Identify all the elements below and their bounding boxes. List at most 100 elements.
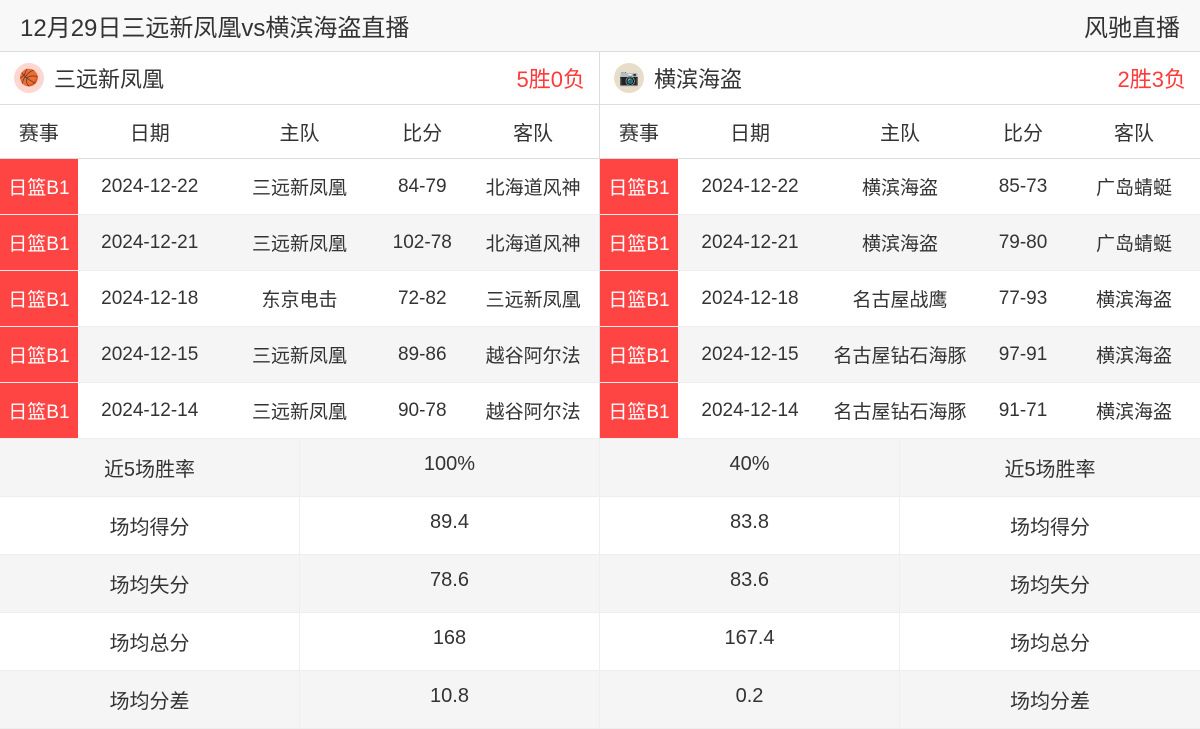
game-away: 广岛蜻蜓: [1068, 215, 1200, 270]
games-row: 日篮B12024-12-18东京电击72-82三远新凤凰日篮B12024-12-…: [0, 271, 1200, 327]
game-away: 北海道风神: [467, 159, 599, 214]
game-home: 名古屋钻石海豚: [822, 327, 978, 382]
game-home: 横滨海盗: [822, 215, 978, 270]
game-score: 77-93: [978, 271, 1068, 326]
game-home: 名古屋战鹰: [822, 271, 978, 326]
league-badge: 日篮B1: [600, 159, 678, 214]
col-league: 赛事: [0, 105, 78, 158]
league-badge: 日篮B1: [0, 383, 78, 438]
games-row: 日篮B12024-12-14三远新凤凰90-78越谷阿尔法日篮B12024-12…: [0, 383, 1200, 439]
game-score: 91-71: [978, 383, 1068, 438]
stats-row: 场均失分78.683.6场均失分: [0, 555, 1200, 613]
stat-value-right: 83.8: [600, 497, 900, 554]
page-title: 12月29日三远新凤凰vs横滨海盗直播: [20, 8, 409, 43]
game-home: 三远新凤凰: [222, 159, 378, 214]
col-score: 比分: [377, 105, 467, 158]
stat-label-right: 场均失分: [900, 555, 1200, 612]
stat-value-right: 167.4: [600, 613, 900, 670]
stat-value-right: 83.6: [600, 555, 900, 612]
game-date: 2024-12-21: [78, 215, 222, 270]
stats-row: 场均总分168167.4场均总分: [0, 613, 1200, 671]
stat-value-left: 100%: [300, 439, 600, 496]
game-set-right[interactable]: 日篮B12024-12-15名古屋钻石海豚97-91横滨海盗: [600, 327, 1200, 383]
game-date: 2024-12-21: [678, 215, 822, 270]
game-home: 三远新凤凰: [222, 327, 378, 382]
stat-label-left: 场均得分: [0, 497, 300, 554]
stats-table: 近5场胜率100%40%近5场胜率场均得分89.483.8场均得分场均失分78.…: [0, 439, 1200, 729]
columns-header: 赛事 日期 主队 比分 客队 赛事 日期 主队 比分 客队: [0, 105, 1200, 159]
game-date: 2024-12-15: [678, 327, 822, 382]
league-badge: 日篮B1: [0, 215, 78, 270]
game-score: 79-80: [978, 215, 1068, 270]
stat-value-left: 10.8: [300, 671, 600, 728]
game-away: 三远新凤凰: [467, 271, 599, 326]
team-right-record: 2胜3负: [1118, 62, 1186, 94]
stat-label-right: 场均总分: [900, 613, 1200, 670]
page-header: 12月29日三远新凤凰vs横滨海盗直播 风驰直播: [0, 0, 1200, 52]
game-set-right[interactable]: 日篮B12024-12-18名古屋战鹰77-93横滨海盗: [600, 271, 1200, 327]
game-home: 东京电击: [222, 271, 378, 326]
game-score: 85-73: [978, 159, 1068, 214]
league-badge: 日篮B1: [0, 159, 78, 214]
game-score: 102-78: [377, 215, 467, 270]
game-date: 2024-12-15: [78, 327, 222, 382]
game-home: 三远新凤凰: [222, 383, 378, 438]
stat-label-right: 场均分差: [900, 671, 1200, 728]
stats-row: 场均分差10.80.2场均分差: [0, 671, 1200, 729]
game-set-left[interactable]: 日篮B12024-12-18东京电击72-82三远新凤凰: [0, 271, 600, 327]
game-away: 越谷阿尔法: [467, 383, 599, 438]
game-set-left[interactable]: 日篮B12024-12-14三远新凤凰90-78越谷阿尔法: [0, 383, 600, 439]
league-badge: 日篮B1: [600, 215, 678, 270]
game-score: 72-82: [377, 271, 467, 326]
col-home: 主队: [822, 105, 978, 158]
stat-label-right: 近5场胜率: [900, 439, 1200, 496]
game-set-left[interactable]: 日篮B12024-12-15三远新凤凰89-86越谷阿尔法: [0, 327, 600, 383]
game-set-right[interactable]: 日篮B12024-12-14名古屋钻石海豚91-71横滨海盗: [600, 383, 1200, 439]
game-away: 横滨海盗: [1068, 383, 1200, 438]
game-date: 2024-12-14: [78, 383, 222, 438]
game-date: 2024-12-14: [678, 383, 822, 438]
game-set-right[interactable]: 日篮B12024-12-22横滨海盗85-73广岛蜻蜓: [600, 159, 1200, 215]
col-date: 日期: [78, 105, 222, 158]
stat-value-right: 40%: [600, 439, 900, 496]
game-set-right[interactable]: 日篮B12024-12-21横滨海盗79-80广岛蜻蜓: [600, 215, 1200, 271]
games-row: 日篮B12024-12-22三远新凤凰84-79北海道风神日篮B12024-12…: [0, 159, 1200, 215]
league-badge: 日篮B1: [600, 327, 678, 382]
game-score: 97-91: [978, 327, 1068, 382]
col-away: 客队: [1068, 105, 1200, 158]
game-set-left[interactable]: 日篮B12024-12-21三远新凤凰102-78北海道风神: [0, 215, 600, 271]
team-right-name: 横滨海盗: [654, 62, 1118, 94]
stat-label-left: 场均分差: [0, 671, 300, 728]
stats-row: 近5场胜率100%40%近5场胜率: [0, 439, 1200, 497]
game-away: 北海道风神: [467, 215, 599, 270]
game-score: 89-86: [377, 327, 467, 382]
team-left-logo-icon: 🏀: [14, 63, 44, 93]
game-home: 横滨海盗: [822, 159, 978, 214]
col-date: 日期: [678, 105, 822, 158]
game-home: 三远新凤凰: [222, 215, 378, 270]
teams-row: 🏀 三远新凤凰 5胜0负 📷 横滨海盗 2胜3负: [0, 52, 1200, 105]
games-row: 日篮B12024-12-21三远新凤凰102-78北海道风神日篮B12024-1…: [0, 215, 1200, 271]
game-away: 横滨海盗: [1068, 271, 1200, 326]
game-date: 2024-12-18: [78, 271, 222, 326]
games-table: 日篮B12024-12-22三远新凤凰84-79北海道风神日篮B12024-12…: [0, 159, 1200, 439]
game-set-left[interactable]: 日篮B12024-12-22三远新凤凰84-79北海道风神: [0, 159, 600, 215]
col-league: 赛事: [600, 105, 678, 158]
team-right: 📷 横滨海盗 2胜3负: [600, 52, 1200, 104]
team-right-logo-icon: 📷: [614, 63, 644, 93]
league-badge: 日篮B1: [0, 327, 78, 382]
game-date: 2024-12-22: [78, 159, 222, 214]
stat-value-left: 78.6: [300, 555, 600, 612]
league-badge: 日篮B1: [600, 271, 678, 326]
game-home: 名古屋钻石海豚: [822, 383, 978, 438]
league-badge: 日篮B1: [0, 271, 78, 326]
stat-label-left: 近5场胜率: [0, 439, 300, 496]
stats-row: 场均得分89.483.8场均得分: [0, 497, 1200, 555]
col-away: 客队: [467, 105, 599, 158]
col-home: 主队: [222, 105, 378, 158]
stat-value-right: 0.2: [600, 671, 900, 728]
game-away: 横滨海盗: [1068, 327, 1200, 382]
brand-label: 风驰直播: [1084, 8, 1180, 43]
league-badge: 日篮B1: [600, 383, 678, 438]
stat-label-right: 场均得分: [900, 497, 1200, 554]
